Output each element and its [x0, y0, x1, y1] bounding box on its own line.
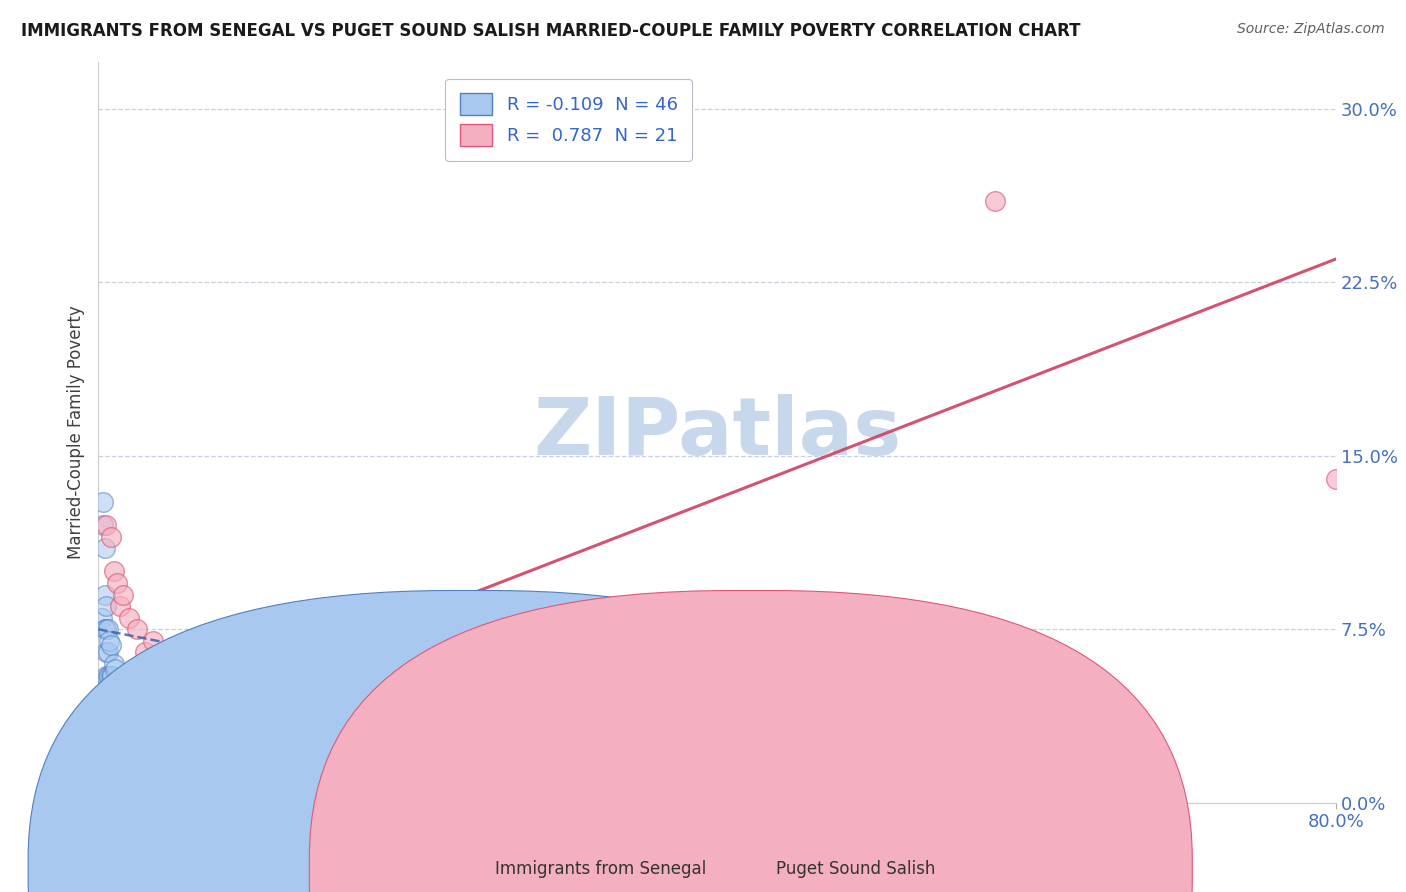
Point — [96, 622, 118, 636]
Point — [112, 588, 135, 602]
Point — [96, 668, 118, 682]
Point — [98, 668, 121, 682]
Text: IMMIGRANTS FROM SENEGAL VS PUGET SOUND SALISH MARRIED-COUPLE FAMILY POVERTY CORR: IMMIGRANTS FROM SENEGAL VS PUGET SOUND S… — [21, 22, 1081, 40]
Point — [100, 639, 122, 653]
Point — [103, 565, 125, 579]
Point — [97, 622, 120, 636]
Point — [180, 768, 202, 782]
Point — [105, 576, 128, 591]
Point — [96, 518, 118, 533]
Point — [114, 685, 136, 699]
Text: Immigrants from Senegal: Immigrants from Senegal — [495, 860, 706, 878]
Point — [127, 622, 149, 636]
Point — [112, 698, 135, 713]
Point — [984, 194, 1007, 209]
Point — [100, 668, 122, 682]
Point — [107, 680, 129, 694]
Point — [165, 668, 187, 682]
Point — [97, 691, 120, 706]
Point — [108, 691, 131, 706]
Point — [100, 530, 122, 544]
Legend: R = -0.109  N = 46, R =  0.787  N = 21: R = -0.109 N = 46, R = 0.787 N = 21 — [446, 78, 692, 161]
Point — [93, 541, 115, 556]
Point — [134, 714, 156, 729]
Point — [103, 657, 125, 671]
Point — [93, 588, 115, 602]
Point — [104, 662, 127, 676]
Text: ZIPatlas: ZIPatlas — [533, 393, 901, 472]
Point — [257, 691, 280, 706]
Point — [131, 707, 153, 722]
Point — [90, 610, 112, 624]
Point — [96, 645, 118, 659]
Text: Puget Sound Salish: Puget Sound Salish — [776, 860, 935, 878]
Point — [103, 703, 125, 717]
Point — [143, 707, 166, 722]
Text: Source: ZipAtlas.com: Source: ZipAtlas.com — [1237, 22, 1385, 37]
Point — [141, 633, 165, 648]
Point — [91, 518, 114, 533]
Point — [91, 495, 114, 509]
Point — [288, 668, 311, 682]
Point — [381, 691, 404, 706]
Point — [128, 698, 150, 713]
Point — [172, 754, 194, 768]
Point — [1324, 472, 1347, 486]
Point — [124, 707, 146, 722]
Point — [115, 703, 138, 717]
Point — [97, 668, 120, 682]
Point — [195, 657, 218, 671]
Point — [100, 707, 122, 722]
Point — [98, 703, 121, 717]
Point — [121, 703, 143, 717]
Point — [118, 610, 141, 624]
Point — [96, 599, 118, 614]
Point — [108, 599, 131, 614]
Point — [335, 680, 357, 694]
Y-axis label: Married-Couple Family Poverty: Married-Couple Family Poverty — [66, 306, 84, 559]
Point — [98, 633, 121, 648]
Point — [111, 685, 132, 699]
Point — [149, 722, 172, 736]
Point — [157, 731, 180, 745]
Point — [134, 645, 156, 659]
Point — [105, 691, 128, 706]
Point — [138, 703, 160, 717]
Point — [180, 668, 202, 682]
Point — [118, 691, 141, 706]
Point — [93, 622, 115, 636]
Point — [149, 657, 172, 671]
Point — [101, 668, 124, 682]
Point — [101, 707, 124, 722]
Point — [226, 680, 249, 694]
Point — [104, 698, 127, 713]
Point — [165, 749, 187, 764]
Point — [97, 645, 120, 659]
